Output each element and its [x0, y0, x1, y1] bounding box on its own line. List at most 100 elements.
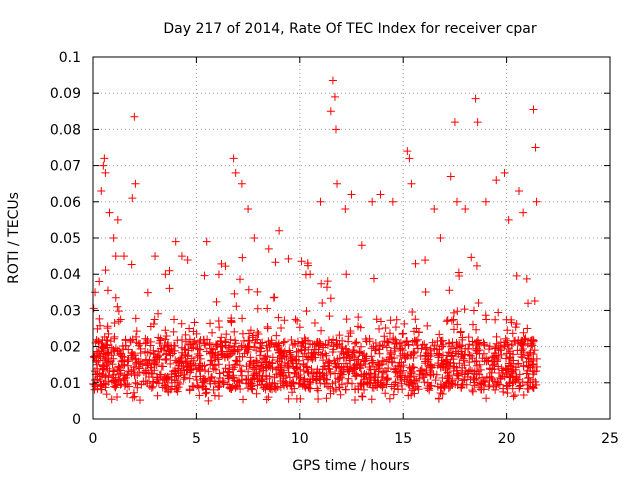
data-point: [529, 350, 538, 359]
data-point: [407, 179, 416, 188]
data-point: [423, 321, 432, 330]
data-point: [509, 356, 518, 365]
data-point: [421, 287, 430, 296]
data-point: [472, 261, 481, 270]
data-point: [310, 318, 319, 327]
data-point: [162, 354, 171, 363]
y-tick-label: 0.05: [50, 231, 81, 247]
data-point: [411, 259, 420, 268]
data-point: [436, 234, 445, 242]
data-point: [297, 341, 305, 350]
data-point: [242, 374, 251, 383]
data-point: [99, 351, 108, 360]
data-point: [306, 270, 315, 279]
data-point: [131, 355, 140, 364]
data-point: [460, 305, 469, 314]
data-point: [506, 361, 515, 370]
data-point: [204, 396, 213, 405]
data-point: [159, 362, 168, 371]
data-point: [509, 392, 518, 401]
data-point: [468, 386, 477, 395]
data-point: [410, 389, 419, 398]
data-point: [246, 353, 255, 362]
data-point: [279, 377, 288, 386]
data-point: [505, 349, 514, 358]
data-point: [100, 154, 109, 163]
data-point: [319, 356, 328, 365]
data-point: [247, 382, 256, 391]
data-point: [206, 356, 215, 365]
data-point: [103, 286, 112, 295]
data-point: [346, 329, 355, 338]
data-point: [442, 355, 451, 364]
data-point: [532, 197, 541, 206]
data-point: [332, 341, 341, 350]
data-point: [193, 381, 202, 390]
data-point: [385, 394, 394, 403]
data-point: [218, 342, 227, 351]
data-point: [357, 241, 366, 250]
data-point: [137, 380, 146, 389]
data-point: [520, 335, 529, 344]
data-point: [356, 379, 365, 388]
data-point: [349, 346, 358, 355]
data-point: [244, 367, 253, 376]
data-point: [300, 334, 309, 343]
data-point: [253, 304, 262, 313]
data-point: [386, 348, 395, 357]
y-tick-label: 0.02: [50, 340, 81, 356]
data-point: [375, 345, 384, 354]
data-point: [325, 357, 334, 366]
data-point: [316, 197, 325, 206]
y-tick-label: 0.1: [59, 50, 81, 66]
data-point: [493, 355, 502, 364]
data-point: [285, 346, 294, 355]
data-point: [282, 352, 291, 361]
data-point: [183, 255, 192, 264]
data-point: [92, 358, 101, 367]
data-point: [303, 363, 312, 372]
data-point: [303, 355, 312, 364]
data-point: [435, 330, 444, 339]
data-point: [237, 341, 246, 350]
data-point: [436, 337, 445, 346]
data-point: [253, 328, 262, 337]
data-point: [296, 373, 305, 382]
data-point: [141, 377, 150, 386]
data-point: [133, 379, 142, 388]
data-point: [384, 338, 393, 347]
data-point: [284, 359, 293, 368]
data-point: [174, 357, 183, 366]
data-point: [103, 358, 112, 367]
data-point: [400, 319, 409, 328]
data-point: [407, 379, 416, 388]
data-point: [274, 339, 283, 348]
data-point: [378, 381, 387, 390]
data-point: [161, 381, 170, 390]
data-point: [528, 382, 537, 391]
data-point: [149, 346, 158, 355]
data-point: [323, 277, 332, 286]
data-point: [224, 343, 233, 352]
data-point: [108, 360, 117, 369]
data-point: [294, 379, 303, 388]
data-point: [491, 315, 500, 324]
data-point: [278, 379, 287, 388]
data-point: [413, 335, 422, 344]
data-points: [89, 76, 542, 405]
data-point: [246, 326, 255, 335]
data-point: [333, 179, 342, 188]
data-point: [267, 336, 276, 345]
data-point: [503, 389, 512, 398]
data-point: [229, 373, 238, 382]
data-point: [214, 316, 223, 325]
data-point: [515, 382, 524, 391]
data-point: [324, 364, 333, 373]
data-point: [156, 334, 165, 343]
data-point: [496, 374, 505, 383]
data-point: [261, 385, 270, 394]
data-point: [292, 347, 301, 356]
data-point: [225, 341, 234, 350]
data-point: [118, 342, 127, 351]
data-point: [426, 368, 435, 377]
